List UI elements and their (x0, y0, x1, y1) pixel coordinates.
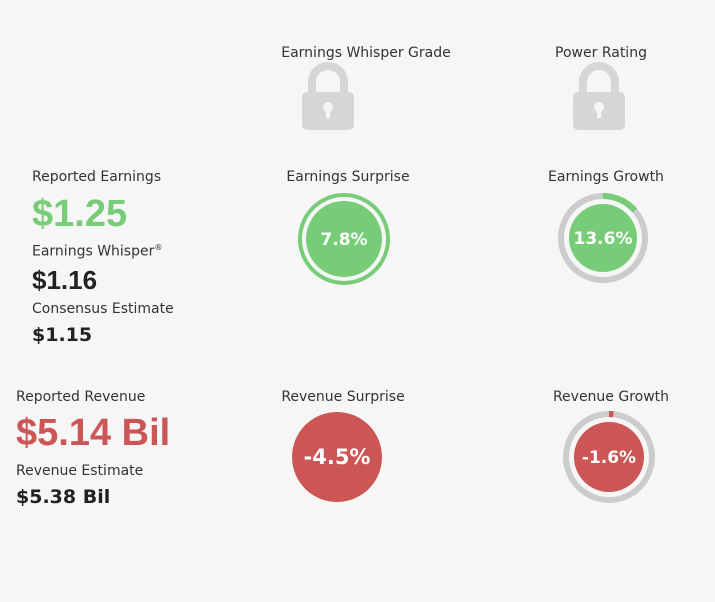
earnings-growth-label: Earnings Growth (548, 169, 664, 185)
reported-earnings-label: Reported Earnings (32, 169, 162, 185)
revenue-growth-label: Revenue Growth (552, 389, 670, 405)
consensus-estimate-value: $1.15 (32, 324, 93, 346)
earnings-whisper-label: Earnings Whisper® (32, 243, 163, 260)
gauge-arc (563, 411, 655, 503)
reported-revenue-label: Reported Revenue (16, 389, 146, 405)
revenue-estimate-value: $5.38 Bil (16, 486, 111, 508)
whisper-grade-label: Earnings Whisper Grade (281, 45, 451, 61)
earnings-growth-gauge: 13.6% (558, 193, 648, 283)
revenue-surprise-label: Revenue Surprise (281, 389, 405, 405)
consensus-estimate-label: Consensus Estimate (32, 301, 174, 317)
earnings-growth-value: 13.6% (574, 229, 633, 249)
lock-icon (573, 62, 625, 130)
earnings-surprise-label: Earnings Surprise (286, 169, 410, 185)
earnings-surprise-value: 7.8% (320, 230, 367, 250)
gauge-arc (558, 193, 648, 283)
earnings-surprise-gauge: 7.8% (298, 193, 390, 285)
revenue-growth-value: -1.6% (582, 448, 636, 468)
gauge-fill (292, 412, 382, 502)
gauge-fill (306, 201, 382, 277)
power-rating-label: Power Rating (555, 45, 647, 61)
registered-mark: ® (154, 243, 163, 252)
gauge-fill (569, 204, 637, 272)
revenue-growth-gauge: -1.6% (563, 411, 655, 503)
lock-icon (302, 62, 354, 130)
earnings-whisper-value: $1.16 (32, 265, 98, 295)
reported-revenue-value: $5.14 Bil (16, 412, 171, 454)
reported-earnings-value: $1.25 (32, 193, 128, 235)
revenue-surprise-value: -4.5% (304, 445, 371, 469)
revenue-surprise-gauge: -4.5% (292, 412, 382, 502)
gauge-fill (574, 422, 644, 492)
revenue-estimate-label: Revenue Estimate (16, 463, 144, 479)
gauge-ring (298, 193, 390, 285)
